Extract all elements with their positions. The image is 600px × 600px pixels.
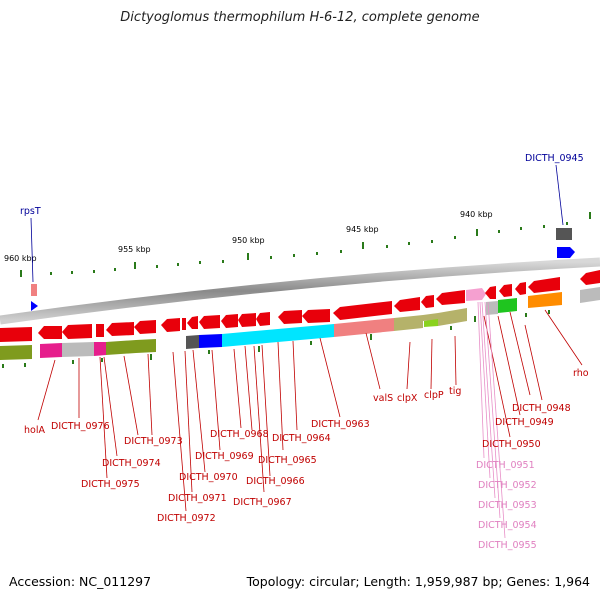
gene-label: clpP (424, 390, 444, 401)
outer-strand-features (31, 228, 575, 311)
scale-label: 960 kbp (4, 254, 37, 263)
genome-summary: Topology: circular; Length: 1,959,987 bp… (246, 574, 590, 589)
gene-label: DICTH_0955 (478, 540, 537, 551)
gene-DICTH_0945-arrow (557, 247, 575, 258)
gene-label: DICTH_0969 (195, 451, 254, 462)
accession-label: Accession: NC_011297 (9, 574, 152, 589)
gene-label-DICTH_0945: DICTH_0945 (525, 153, 584, 164)
chromosome-backbone (0, 257, 600, 325)
gene-label: DICTH_0974 (102, 458, 161, 469)
gene-label: DICTH_0953 (478, 500, 537, 511)
gene-label: DICTH_0954 (478, 520, 537, 531)
gene-label: DICTH_0965 (258, 455, 317, 466)
gene-label: DICTH_0967 (233, 497, 292, 508)
gene-label: DICTH_0950 (482, 439, 541, 450)
gene-label: DICTH_0948 (512, 403, 571, 414)
gene-label: DICTH_0970 (179, 472, 238, 483)
gene-label: DICTH_0951 (476, 460, 535, 471)
gene-label: DICTH_0952 (478, 480, 537, 491)
scale-label: 950 kbp (232, 236, 265, 245)
gene-label: DICTH_0976 (51, 421, 110, 432)
gene-label: DICTH_0975 (81, 479, 140, 490)
gene-label: DICTH_0972 (157, 513, 216, 524)
gene-label: DICTH_0968 (210, 429, 269, 440)
gene-label: tig (449, 386, 461, 397)
scale-ruler (20, 212, 591, 277)
gene-label-rpsT: rpsT (20, 206, 41, 217)
gene-DICTH_0945 (556, 228, 572, 240)
gene-label: rho (573, 368, 589, 379)
forward-strand-row (0, 270, 600, 342)
gene-rpsT (31, 284, 37, 296)
inner-ticks (2, 310, 550, 368)
gene-label: DICTH_0971 (168, 493, 227, 504)
gene-label: DICTH_0966 (246, 476, 305, 487)
gene-label: holA (24, 425, 45, 436)
gene-label: valS (373, 393, 393, 404)
scale-label: 945 kbp (346, 225, 379, 234)
gene-label: DICTH_0949 (495, 417, 554, 428)
genome-title: Dictyoglomus thermophilum H-6-12, comple… (120, 10, 480, 25)
gene-label: DICTH_0973 (124, 436, 183, 447)
gene-label: DICTH_0963 (311, 419, 370, 430)
scale-label: 955 kbp (118, 245, 151, 254)
gene-label: clpX (397, 393, 418, 404)
gene-rpsT-arrow (31, 301, 38, 311)
gene-label: DICTH_0964 (272, 433, 331, 444)
scale-label: 940 kbp (460, 210, 493, 219)
blue-leader-lines (30, 164, 564, 283)
pink-leader-lines (477, 301, 506, 539)
leader-lines (37, 309, 583, 512)
cog-row (0, 287, 600, 360)
